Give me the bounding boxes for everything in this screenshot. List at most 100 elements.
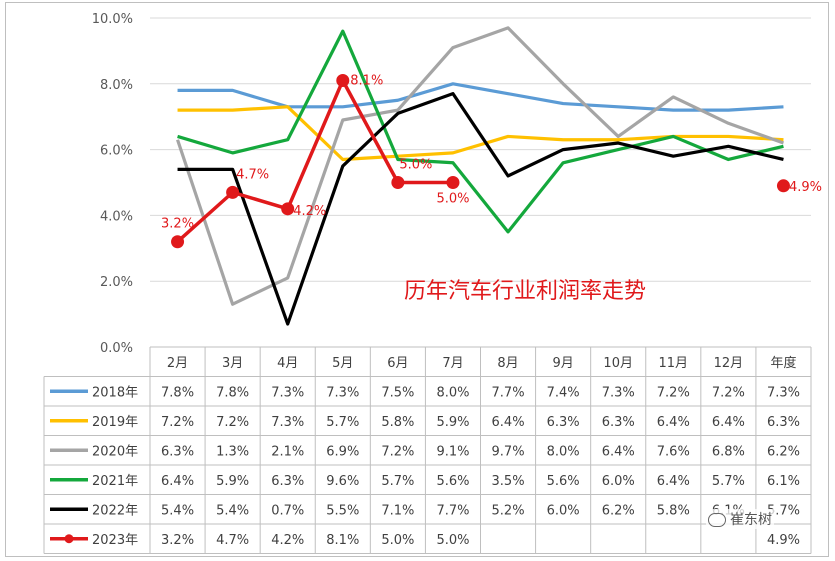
series-line xyxy=(176,78,453,244)
legend-entry: 2022年 xyxy=(92,503,138,518)
table-cell: 5.7% xyxy=(381,474,414,489)
table-cell: 6.3% xyxy=(547,415,580,430)
series-line xyxy=(177,105,784,162)
y-tick-label: 6.0% xyxy=(100,144,133,159)
data-point xyxy=(226,185,240,199)
table-cell: 6.4% xyxy=(161,474,194,489)
table-cell: 5.7% xyxy=(712,474,745,489)
table-cell: 7.3% xyxy=(326,385,359,400)
data-point xyxy=(336,74,350,88)
table-cell: 3.2% xyxy=(161,533,194,548)
data-label: 3.2% xyxy=(161,217,194,232)
x-tick-label: 2月 xyxy=(167,356,188,371)
data-point xyxy=(281,202,295,216)
x-tick-label: 10月 xyxy=(603,356,633,371)
y-tick-label: 2.0% xyxy=(100,275,133,290)
x-tick-label: 4月 xyxy=(277,356,298,371)
table-cell: 6.0% xyxy=(547,503,580,518)
table-cell: 7.3% xyxy=(271,415,304,430)
y-tick-label: 4.0% xyxy=(100,209,133,224)
table-cell: 7.2% xyxy=(161,415,194,430)
table-cell: 9.7% xyxy=(492,444,525,459)
x-tick-label: 8月 xyxy=(497,356,518,371)
table-cell: 7.7% xyxy=(436,503,469,518)
legend-entry: 2019年 xyxy=(92,415,138,430)
table-cell: 5.2% xyxy=(492,503,525,518)
legend-entry: 2020年 xyxy=(92,444,138,459)
table-cell: 5.9% xyxy=(436,415,469,430)
wechat-icon xyxy=(708,513,726,527)
table-cell: 7.3% xyxy=(767,385,800,400)
table-cell: 7.2% xyxy=(381,444,414,459)
table-cell: 9.6% xyxy=(326,474,359,489)
table-cell: 7.5% xyxy=(381,385,414,400)
series-line xyxy=(177,82,784,112)
data-label: 5.0% xyxy=(436,192,469,207)
legend-marker xyxy=(64,534,74,544)
table-cell: 5.5% xyxy=(326,503,359,518)
table-cell: 5.6% xyxy=(547,474,580,489)
table-cell: 6.4% xyxy=(602,444,635,459)
x-tick-label: 5月 xyxy=(332,356,353,371)
y-tick-label: 10.0% xyxy=(92,12,133,27)
table-cell: 7.7% xyxy=(492,385,525,400)
table-cell: 4.9% xyxy=(767,533,800,548)
table-cell: 7.4% xyxy=(547,385,580,400)
table-cell: 8.0% xyxy=(547,444,580,459)
table-cell: 7.2% xyxy=(216,415,249,430)
table-cell: 6.1% xyxy=(767,474,800,489)
table-cell: 7.2% xyxy=(712,385,745,400)
x-tick-label: 9月 xyxy=(552,356,573,371)
table-cell: 7.3% xyxy=(271,385,304,400)
data-point xyxy=(776,179,790,193)
table-cell: 6.4% xyxy=(657,474,690,489)
table-cell: 7.8% xyxy=(216,385,249,400)
table-cell: 2.1% xyxy=(271,444,304,459)
watermark: 崔东树 xyxy=(706,509,774,529)
table-cell: 8.0% xyxy=(436,385,469,400)
series-line xyxy=(176,26,784,306)
legend-entry: 2021年 xyxy=(92,474,138,489)
table-cell: 6.8% xyxy=(712,444,745,459)
y-tick-label: 8.0% xyxy=(100,78,133,93)
table-cell: 6.4% xyxy=(712,415,745,430)
table-cell: 6.2% xyxy=(602,503,635,518)
data-label: 5.0% xyxy=(399,158,432,173)
table-cell: 5.9% xyxy=(216,474,249,489)
table-cell: 6.4% xyxy=(492,415,525,430)
table-cell: 4.2% xyxy=(271,533,304,548)
table-cell: 5.8% xyxy=(381,415,414,430)
table-cell: 7.1% xyxy=(381,503,414,518)
data-point xyxy=(446,176,460,189)
x-tick-label: 11月 xyxy=(659,356,689,371)
table-cell: 5.0% xyxy=(436,533,469,548)
table-cell: 6.4% xyxy=(657,415,690,430)
table-cell: 5.0% xyxy=(381,533,414,548)
x-tick-label: 年度 xyxy=(770,355,796,371)
table-cell: 5.7% xyxy=(767,503,800,518)
legend-entry: 2023年 xyxy=(92,533,138,548)
chart-title: 历年汽车行业利润率走势 xyxy=(404,279,646,304)
data-label: 4.7% xyxy=(236,167,269,182)
table-cell: 7.3% xyxy=(602,385,635,400)
series-line xyxy=(177,92,784,326)
table-cell: 9.1% xyxy=(436,444,469,459)
table-cell: 6.2% xyxy=(767,444,800,459)
x-tick-label: 3月 xyxy=(222,356,243,371)
table-cell: 8.1% xyxy=(326,533,359,548)
series-line xyxy=(177,29,784,234)
table-cell: 6.9% xyxy=(326,444,359,459)
table-cell: 7.2% xyxy=(657,385,690,400)
table-cell: 6.3% xyxy=(767,415,800,430)
data-label: 8.1% xyxy=(350,74,383,89)
y-tick-label: 0.0% xyxy=(100,341,133,356)
chart-frame xyxy=(5,2,829,557)
data-point xyxy=(391,176,405,189)
data-label: 4.2% xyxy=(293,204,326,219)
table-cell: 6.3% xyxy=(161,444,194,459)
data-point xyxy=(171,235,185,249)
table-cell: 4.7% xyxy=(216,533,249,548)
table-cell: 5.6% xyxy=(436,474,469,489)
table-cell: 5.8% xyxy=(657,503,690,518)
